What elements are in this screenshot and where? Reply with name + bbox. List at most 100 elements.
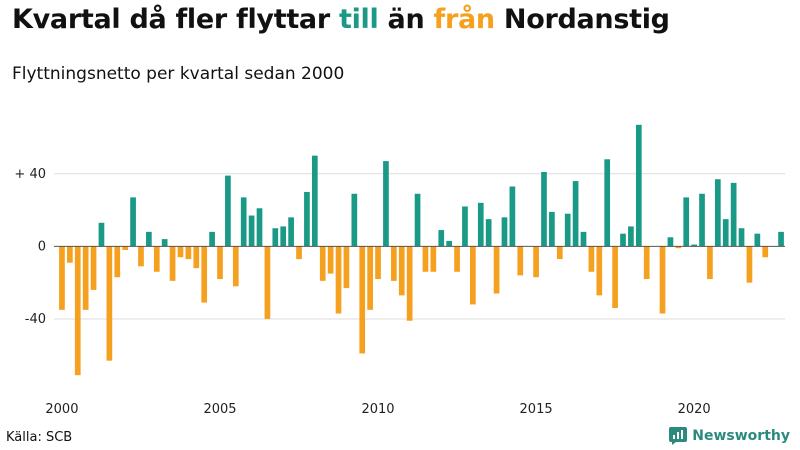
bar: [185, 246, 192, 260]
x-tick-label: 2020: [678, 402, 711, 417]
bar: [667, 237, 674, 247]
chart-subtitle: Flyttningsnetto per kvartal sedan 2000: [12, 64, 345, 84]
bar: [635, 124, 642, 247]
bar: [470, 246, 476, 305]
bar: [225, 175, 231, 247]
bar: [74, 246, 81, 376]
bar: [138, 246, 144, 267]
bar: [438, 230, 445, 247]
bar: [106, 246, 113, 361]
bar: [620, 233, 626, 247]
bar: [232, 246, 239, 287]
title-part-1: Kvartal då fler flyttar: [12, 4, 339, 35]
bar: [493, 246, 500, 294]
bar: [509, 186, 516, 247]
bar: [596, 246, 603, 296]
bar: [272, 228, 279, 247]
title-part-2: än: [378, 4, 434, 35]
bar: [280, 226, 287, 247]
bar: [675, 246, 682, 249]
bar: [82, 246, 89, 310]
bar: [169, 246, 176, 281]
x-tick-label: 2010: [361, 402, 394, 417]
newsworthy-logo-icon: [669, 427, 688, 445]
bar: [406, 246, 413, 321]
bar: [359, 246, 366, 354]
bar: [98, 222, 105, 247]
bar: [351, 193, 358, 247]
bar: [256, 208, 263, 247]
y-tick-label: 0: [38, 239, 46, 254]
bar: [643, 246, 650, 280]
bar: [722, 219, 729, 247]
brand-name: Newsworthy: [692, 428, 790, 444]
bar: [683, 197, 690, 247]
bar: [699, 193, 705, 247]
bar: [264, 246, 271, 319]
bar: [572, 181, 579, 247]
bar: [367, 246, 373, 310]
bars: [59, 124, 784, 376]
bar: [161, 239, 168, 247]
grid-lines: [54, 173, 785, 320]
bar: [248, 215, 255, 247]
bar: [375, 246, 381, 280]
title-fran: från: [433, 4, 496, 35]
bar: [90, 246, 97, 290]
bar: [153, 246, 160, 272]
bar: [177, 246, 184, 258]
bar: [114, 246, 121, 278]
bar: [501, 217, 508, 247]
bar: [517, 246, 524, 276]
bar: [122, 246, 129, 250]
bar: [778, 231, 784, 247]
brand-logo: Newsworthy: [669, 427, 790, 445]
title-part-3: Nordanstig: [494, 4, 670, 35]
bar: [738, 228, 745, 247]
bar: [454, 246, 460, 272]
bar: [296, 246, 302, 260]
bar: [201, 246, 208, 303]
y-tick-label: + 40: [14, 167, 46, 182]
x-tick-label: 2015: [520, 402, 553, 417]
bar: [414, 193, 421, 247]
bar: [343, 246, 350, 289]
bar: [730, 182, 737, 247]
bar: [564, 213, 571, 247]
bar: [604, 159, 611, 247]
bar: [707, 246, 713, 280]
bar: [556, 246, 563, 260]
bar: [762, 246, 769, 258]
bar: [319, 246, 326, 281]
bar: [383, 161, 389, 247]
bar: [335, 246, 342, 314]
bar: [209, 231, 215, 247]
bar: [691, 244, 697, 247]
x-tick-label: 2000: [45, 402, 78, 417]
bar: [130, 197, 136, 247]
bar: [754, 233, 761, 247]
bar: [217, 246, 223, 280]
bar: [580, 231, 587, 247]
bar: [541, 171, 547, 247]
bar: [240, 197, 247, 247]
bar: [311, 155, 318, 247]
bar: [67, 246, 73, 263]
bar: [446, 240, 453, 247]
bar: [390, 246, 397, 281]
chart-title: Kvartal då fler flyttar till än från Nor…: [12, 4, 670, 35]
bar: [422, 246, 429, 272]
bar: [612, 246, 618, 309]
bar: [327, 246, 334, 274]
bar: [485, 219, 492, 247]
y-tick-label: -40: [25, 312, 46, 327]
bar: [659, 246, 666, 314]
bar: [146, 231, 152, 247]
bar: [746, 246, 753, 283]
bar: [304, 191, 310, 247]
bar: [288, 217, 294, 247]
x-tick-label: 2005: [203, 402, 236, 417]
bar: [462, 206, 468, 247]
bar: [628, 226, 634, 247]
